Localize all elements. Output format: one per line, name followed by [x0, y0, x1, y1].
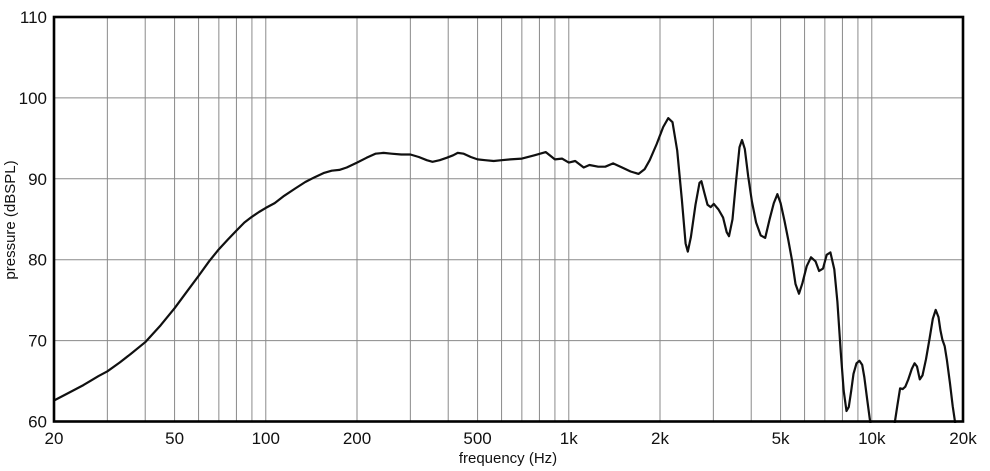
x-axis-title: frequency (Hz)	[459, 450, 557, 467]
x-tick-label: 10k	[858, 429, 886, 448]
y-tick-label: 80	[28, 251, 47, 270]
y-axis-tick-labels: 60 70 80 90 100 110	[19, 8, 47, 432]
x-tick-label: 100	[252, 429, 280, 448]
gridlines	[54, 17, 963, 422]
response-curve	[53, 117, 957, 423]
x-tick-label: 50	[165, 429, 184, 448]
y-tick-label: 110	[20, 8, 47, 27]
x-tick-label: 20k	[949, 429, 977, 448]
x-tick-label: 2k	[651, 429, 669, 448]
x-tick-label: 200	[343, 429, 371, 448]
plot-frame	[52, 15, 965, 423]
x-tick-label: 500	[463, 429, 491, 448]
y-tick-label: 60	[28, 413, 47, 432]
y-tick-label: 70	[28, 332, 47, 351]
y-tick-label: 100	[19, 89, 47, 108]
x-tick-label: 5k	[772, 429, 790, 448]
x-tick-label: 1k	[560, 429, 578, 448]
x-tick-label: 20	[45, 429, 64, 448]
y-tick-label: 90	[28, 170, 47, 189]
response-curve-layer	[53, 117, 957, 423]
x-axis-tick-labels: 20 50 100 200 500 1k 2k 5k 10k 20k	[45, 429, 978, 448]
y-axis-title: pressure (dBSPL)	[2, 160, 19, 279]
